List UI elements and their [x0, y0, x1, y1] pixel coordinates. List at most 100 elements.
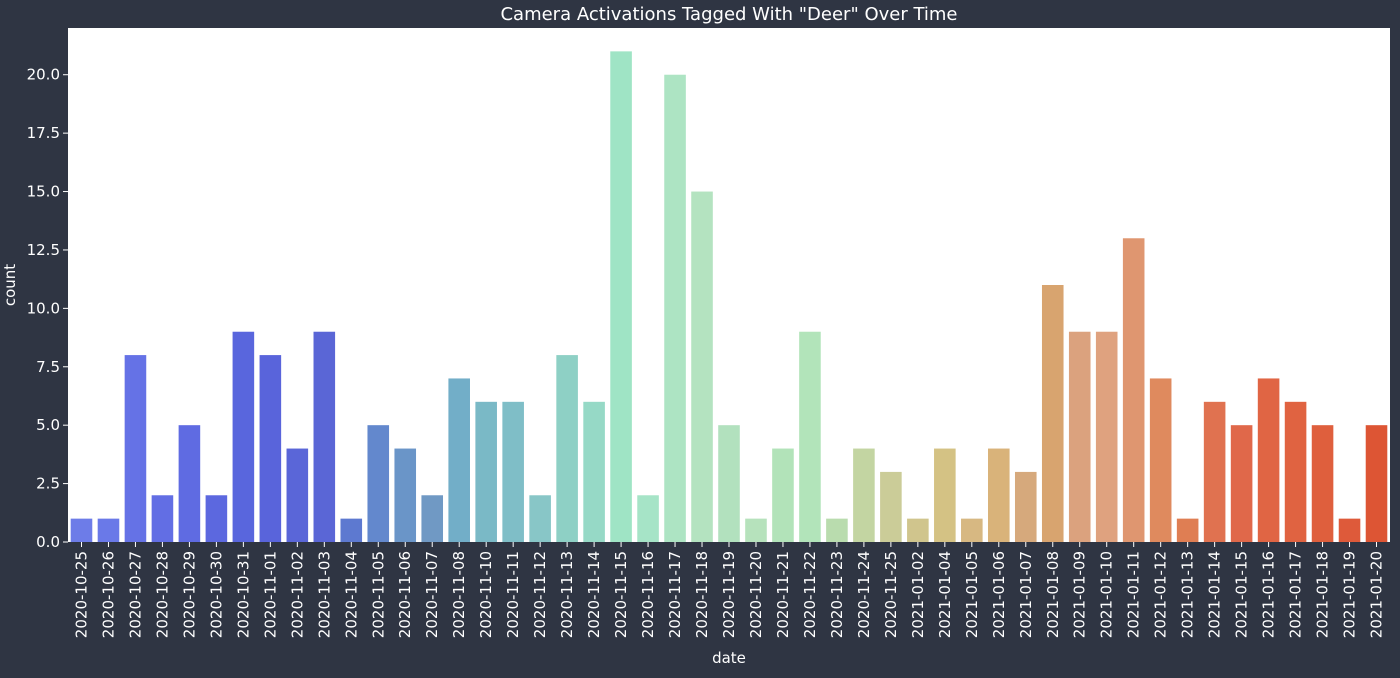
x-tick-label: 2020-11-19 — [720, 551, 738, 638]
bar — [259, 355, 282, 542]
x-tick-label: 2020-11-21 — [774, 551, 792, 638]
x-tick-label: 2020-10-30 — [207, 551, 225, 638]
chart-title: Camera Activations Tagged With "Deer" Ov… — [500, 4, 957, 25]
bar — [1149, 378, 1172, 542]
bar — [1014, 471, 1037, 542]
bar — [1176, 518, 1199, 542]
x-tick-label: 2020-11-17 — [666, 551, 684, 638]
y-tick-label: 5.0 — [36, 416, 60, 434]
x-tick-label: 2021-01-10 — [1098, 551, 1116, 638]
y-tick-label: 10.0 — [27, 299, 60, 317]
x-tick-label: 2020-10-25 — [72, 551, 90, 638]
x-tick-label: 2020-11-18 — [693, 551, 711, 638]
bar — [97, 518, 120, 542]
x-tick-label: 2020-11-12 — [531, 551, 549, 638]
y-tick-label: 17.5 — [27, 124, 60, 142]
bar — [907, 518, 929, 542]
x-tick-label: 2020-11-03 — [315, 551, 333, 638]
x-tick-label: 2021-01-20 — [1368, 551, 1386, 638]
x-tick-label: 2020-11-13 — [558, 551, 576, 638]
bar — [961, 518, 983, 542]
x-tick-label: 2021-01-11 — [1125, 551, 1143, 638]
bar — [556, 355, 578, 542]
x-tick-label: 2020-10-31 — [234, 551, 252, 638]
bar — [502, 401, 524, 542]
x-tick-label: 2021-01-17 — [1287, 551, 1305, 638]
bar — [367, 425, 390, 542]
x-tick-label: 2020-11-07 — [423, 551, 441, 638]
x-axis-label: date — [712, 649, 746, 667]
bar — [1122, 238, 1145, 542]
bar — [1311, 425, 1334, 542]
x-tick-label: 2021-01-06 — [990, 551, 1008, 638]
bar — [475, 401, 497, 542]
x-tick-label: 2020-10-28 — [153, 551, 171, 638]
bar — [394, 448, 417, 542]
x-tick-label: 2020-11-05 — [369, 551, 387, 638]
bar — [1365, 425, 1388, 542]
x-tick-label: 2020-11-23 — [828, 551, 846, 638]
bar — [1230, 425, 1253, 542]
x-tick-label: 2021-01-02 — [909, 551, 927, 638]
bar — [853, 448, 875, 542]
x-tick-label: 2020-11-04 — [342, 551, 360, 638]
bar — [1257, 378, 1280, 542]
x-tick-label: 2020-11-25 — [882, 551, 900, 638]
bar — [70, 518, 93, 542]
bar — [340, 518, 363, 542]
bar — [826, 518, 848, 542]
x-tick-label: 2020-11-02 — [288, 551, 306, 638]
x-tick-label: 2020-11-10 — [477, 551, 495, 638]
bar — [745, 518, 767, 542]
x-tick-label: 2020-11-20 — [747, 551, 765, 638]
x-tick-label: 2021-01-16 — [1260, 551, 1278, 638]
bar — [1041, 285, 1064, 542]
bar — [178, 425, 201, 542]
x-tick-label: 2021-01-15 — [1233, 551, 1251, 638]
bar — [988, 448, 1010, 542]
bar — [232, 331, 255, 542]
x-tick-label: 2021-01-13 — [1179, 551, 1197, 638]
x-tick-label: 2020-11-16 — [639, 551, 657, 638]
x-tick-label: 2021-01-12 — [1152, 551, 1170, 638]
x-tick-label: 2021-01-18 — [1314, 551, 1332, 638]
x-tick-label: 2020-11-14 — [585, 551, 603, 638]
bar — [313, 331, 336, 542]
y-tick-label: 15.0 — [27, 183, 60, 201]
bar — [691, 191, 713, 543]
bar — [1203, 401, 1226, 542]
x-tick-label: 2021-01-19 — [1341, 551, 1359, 638]
x-tick-label: 2021-01-07 — [1017, 551, 1035, 638]
x-tick-label: 2020-10-29 — [180, 551, 198, 638]
bar — [583, 401, 605, 542]
bar — [664, 74, 686, 542]
bar — [1068, 331, 1091, 542]
y-tick-label: 0.0 — [36, 533, 60, 551]
x-tick-label: 2021-01-04 — [936, 551, 954, 638]
x-tick-label: 2021-01-08 — [1044, 551, 1062, 638]
bar — [421, 495, 444, 542]
bars-group — [70, 51, 1388, 543]
y-tick-label: 7.5 — [36, 358, 60, 376]
y-axis: 0.0 2.5 5.0 7.5 10.0 12.5 15.0 17.5 20.0 — [27, 66, 68, 551]
x-tick-label: 2020-11-08 — [450, 551, 468, 638]
bar — [637, 495, 659, 542]
x-tick-label: 2020-11-24 — [855, 551, 873, 638]
bar — [1095, 331, 1118, 542]
bar — [124, 355, 147, 542]
x-tick-label: 2020-10-27 — [126, 551, 144, 638]
bar — [1284, 401, 1307, 542]
bar — [286, 448, 309, 542]
x-tick-label: 2020-10-26 — [99, 551, 117, 638]
bar — [529, 495, 551, 542]
y-tick-label: 20.0 — [27, 66, 60, 84]
x-tick-label: 2020-11-06 — [396, 551, 414, 638]
x-axis: 2020-10-25 2020-10-26 2020-10-27 2020-10-28… — [72, 542, 1386, 638]
bar — [934, 448, 956, 542]
bar — [448, 378, 470, 542]
bar — [799, 331, 821, 542]
x-tick-label: 2021-01-05 — [963, 551, 981, 638]
bar — [205, 495, 228, 542]
x-tick-label: 2020-11-15 — [612, 551, 630, 638]
